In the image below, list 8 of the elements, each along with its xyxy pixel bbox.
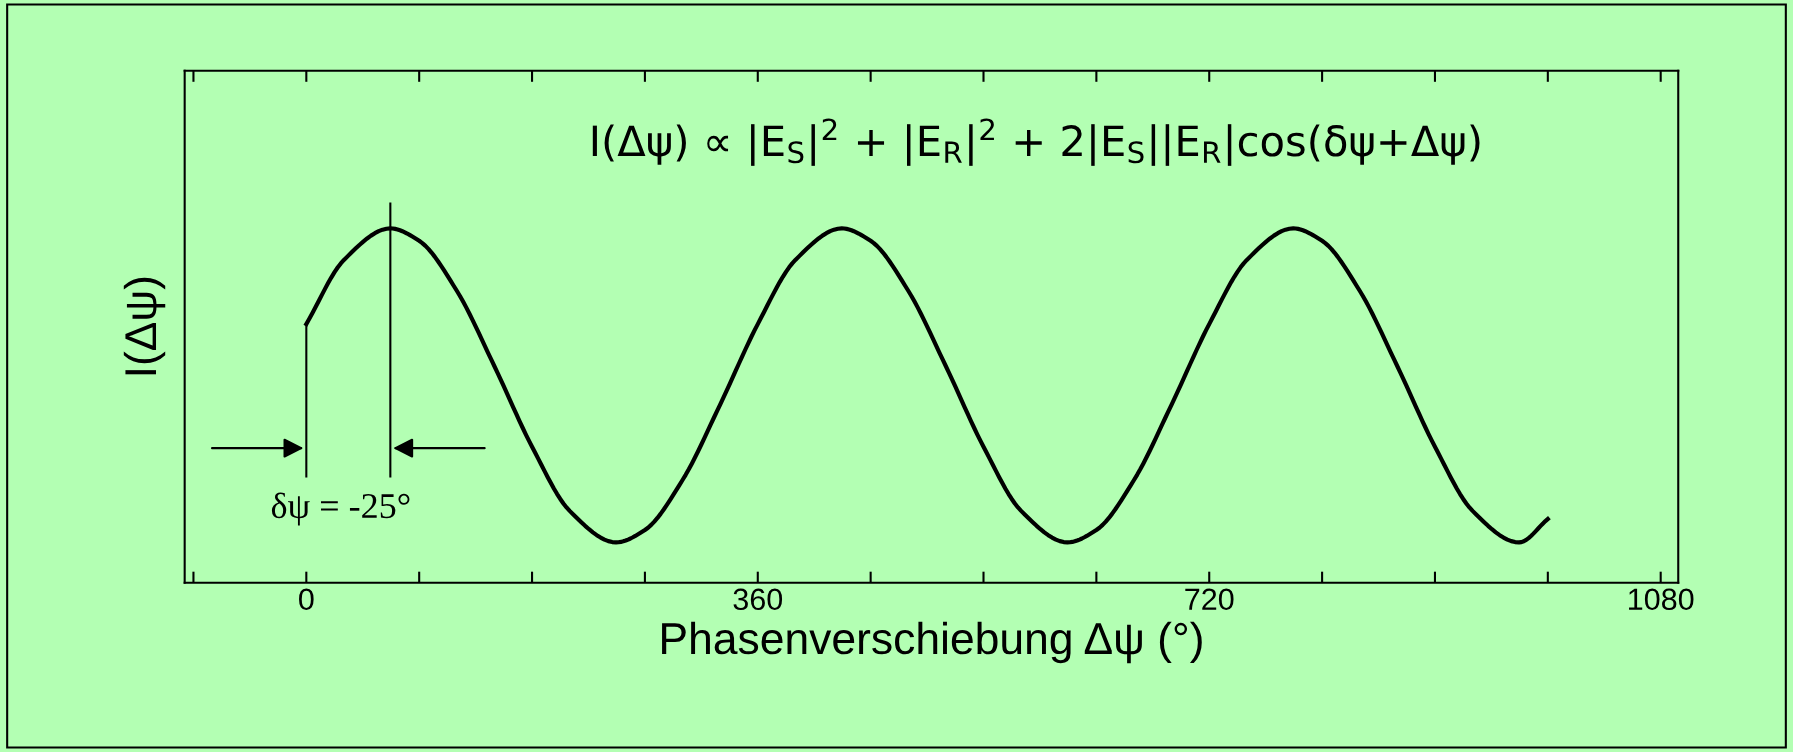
x-tick-label: 1080 xyxy=(1629,588,1694,611)
annotation: δψ = -25° xyxy=(271,492,410,526)
x-tick-label: 720 xyxy=(1185,588,1234,611)
y-axis-title: I(Δψ) xyxy=(123,277,166,375)
x-tick-label: 0 xyxy=(299,588,314,611)
x-axis-title: Phasenverschiebung Δψ (°) xyxy=(662,621,1202,664)
text: I(Δψ) ∝ |E$_{S}$|$^{2}$ + |E$_{R}$|$^{2}$ + 2|E$_{S}$||E$_{R}$|cos(δψ+Δψ) xyxy=(592,118,1480,166)
x-tick-label: 360 xyxy=(733,588,783,611)
